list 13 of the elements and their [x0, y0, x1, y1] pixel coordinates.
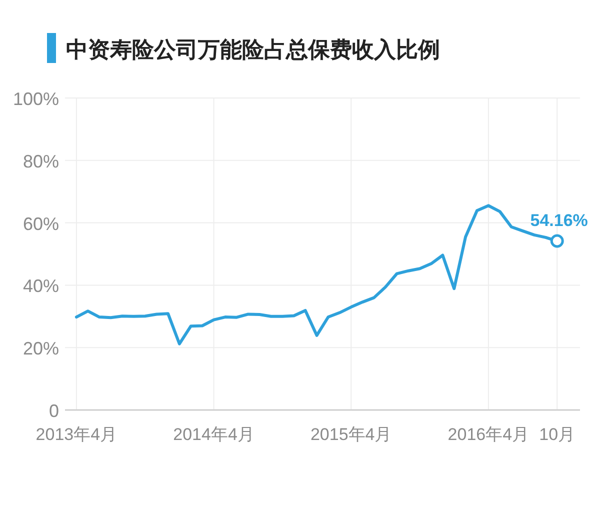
- y-tick-label: 80%: [22, 151, 59, 172]
- x-tick-label: 10月: [539, 425, 576, 444]
- x-tick-label: 2016年4月: [448, 425, 530, 444]
- x-tick-label: 2015年4月: [310, 425, 392, 444]
- annotation: 54.16%: [530, 211, 588, 230]
- y-tick-label: 20%: [22, 338, 59, 359]
- y-tick-label: 40%: [22, 276, 59, 296]
- y-tick-label: 100%: [12, 89, 59, 109]
- x-tick-label: 2014年4月: [173, 425, 254, 444]
- chart-title: 中资寿险公司万能险占总保费收入比例: [66, 37, 440, 62]
- y-tick-label: 0: [48, 401, 59, 421]
- x-tick-label: 2013年4月: [36, 425, 118, 444]
- y-tick-label: 60%: [22, 214, 59, 234]
